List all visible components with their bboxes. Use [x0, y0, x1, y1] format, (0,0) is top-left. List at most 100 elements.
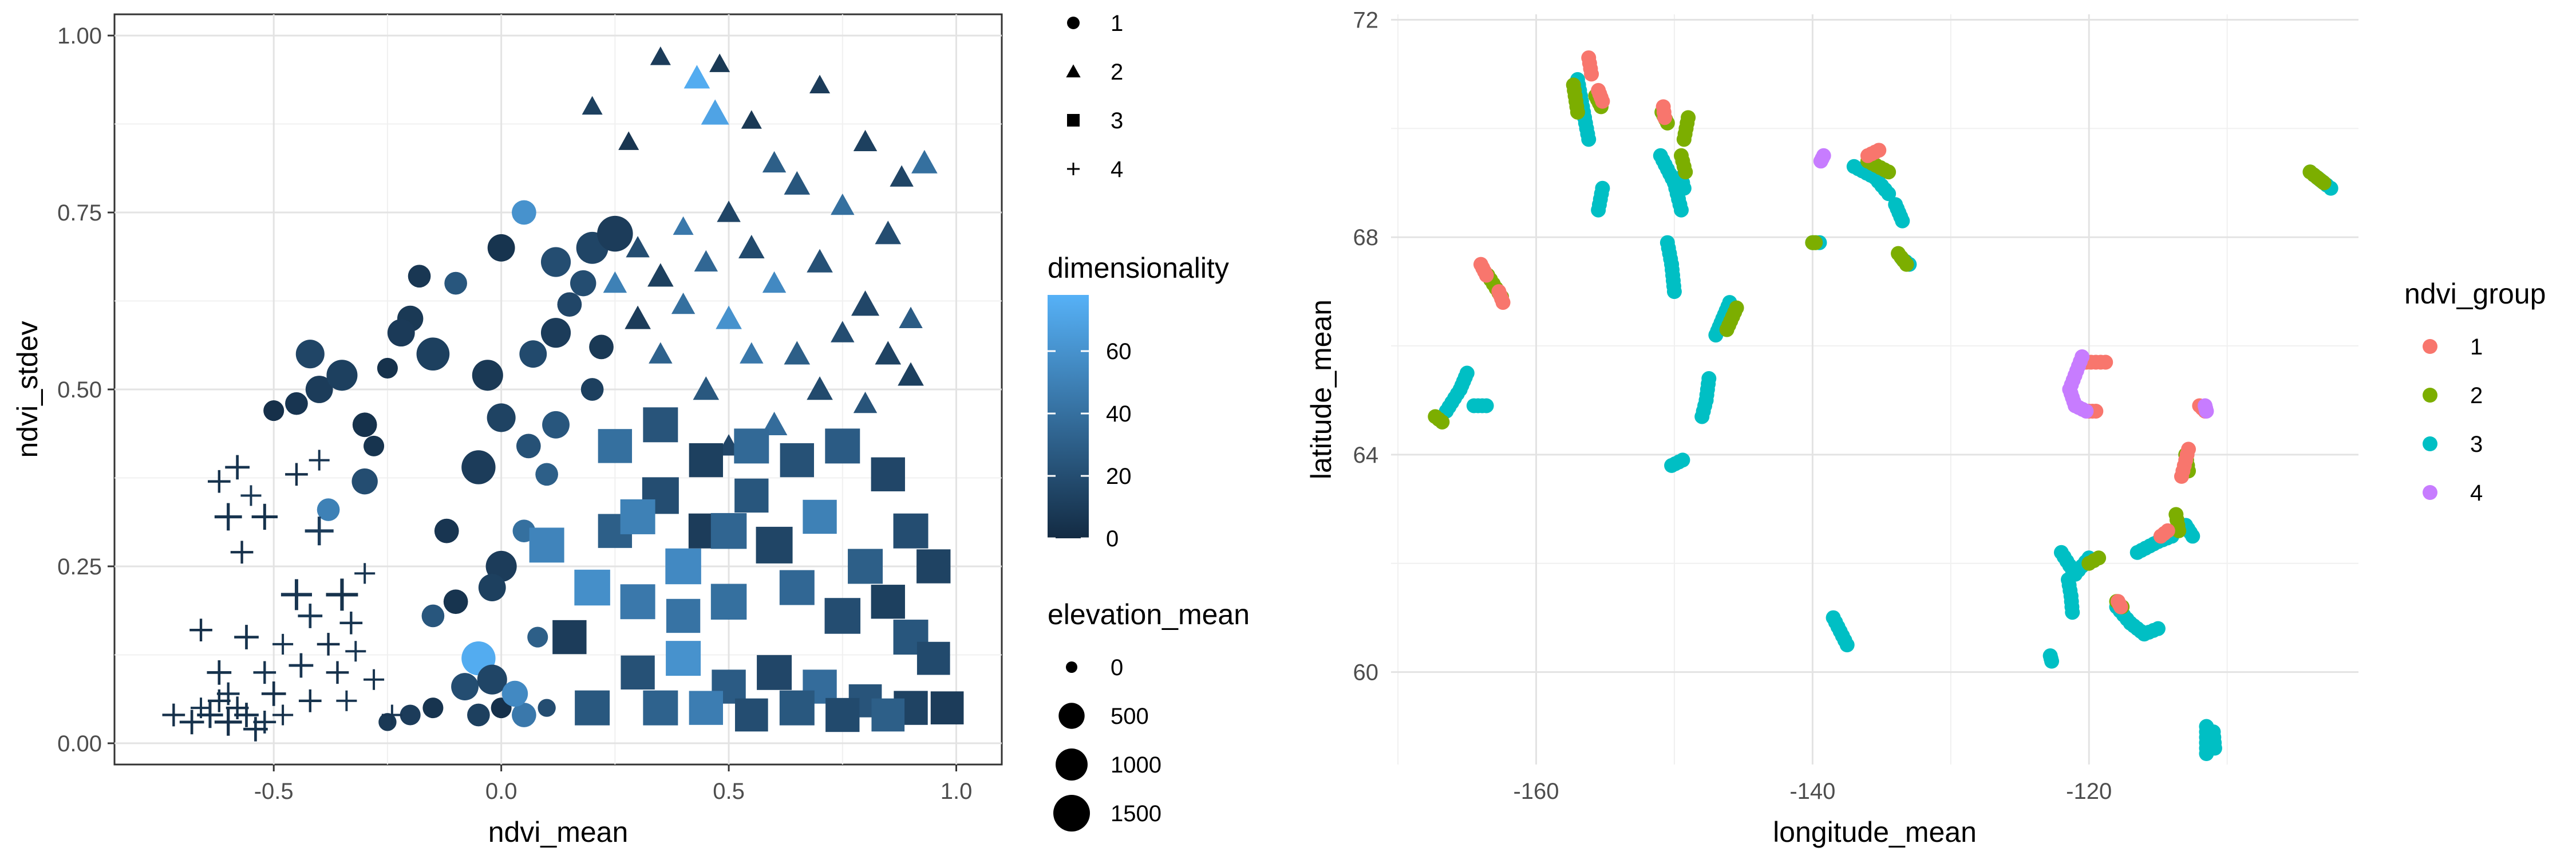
legend-shape-label-2: 2 [1111, 60, 1123, 85]
left-point-group-2 [740, 342, 764, 364]
left-point-group-4 [272, 704, 294, 726]
legend-shape-3 [1067, 114, 1080, 127]
right-point-group-1 [1584, 66, 1599, 82]
left-point-group-1 [542, 411, 570, 439]
left-x-tick-label: 0.0 [485, 779, 517, 804]
left-point-group-4 [326, 578, 358, 611]
left-point-group-2 [647, 263, 674, 287]
left-point-group-4 [179, 710, 204, 735]
size-legend-label-500: 500 [1111, 704, 1149, 729]
left-point-group-3 [643, 407, 678, 443]
left-axes: -0.5 0.0 0.5 1.0 0.00 0.25 0.50 0.75 1.00 [57, 23, 972, 804]
size-legend-title: elevation_mean [1048, 598, 1250, 631]
right-point-group-3 [1591, 202, 1606, 218]
left-point-group-3 [710, 513, 747, 549]
right-point-group-3 [2207, 740, 2222, 756]
right-point-group-3 [2150, 621, 2166, 636]
left-point-group-4 [243, 716, 268, 742]
left-point-group-2 [898, 362, 924, 386]
left-point-group-3 [529, 527, 564, 563]
left-point-group-4 [354, 563, 376, 584]
right-point-group-2 [2316, 175, 2332, 191]
right-x-tick-label: -120 [2066, 779, 2112, 804]
color-bar-tick-label: 0 [1106, 526, 1119, 551]
left-point-group-1 [487, 403, 516, 432]
right-legend-label-4: 4 [2470, 480, 2483, 506]
size-legend-circle-500 [1058, 703, 1085, 729]
left-point-group-1 [443, 589, 468, 614]
left-point-group-4 [190, 698, 212, 719]
left-point-group-3 [665, 548, 701, 585]
left-point-group-3 [916, 549, 951, 584]
legend-shape-4 [1067, 163, 1080, 175]
right-point-group-1 [1657, 110, 1673, 125]
right-point-group-1 [1495, 295, 1511, 310]
left-point-group-2 [853, 391, 878, 413]
color-bar-tick-label: 40 [1106, 401, 1132, 427]
left-x-axis-label: ndvi_mean [488, 816, 629, 848]
left-point-group-4 [336, 690, 357, 711]
left-point-group-2 [851, 290, 880, 316]
left-grid [114, 14, 1002, 765]
left-point-group-1 [416, 337, 450, 371]
left-point-group-3 [598, 429, 633, 463]
left-point-group-4 [289, 653, 314, 678]
left-point-group-3 [825, 698, 860, 732]
size-legend-circle-1500 [1053, 795, 1090, 832]
left-point-group-2 [899, 306, 923, 329]
right-y-tick-label: 72 [1353, 7, 1379, 33]
left-point-group-2 [911, 149, 938, 174]
left-point-group-1 [519, 340, 547, 368]
left-point-group-1 [557, 292, 582, 317]
right-point-group-3 [2065, 605, 2080, 620]
right-point-group-2 [1808, 235, 1823, 250]
right-y-axis-label: latitude_mean [1305, 300, 1337, 479]
right-legend-title: ndvi_group [2404, 278, 2546, 310]
left-point-group-3 [803, 499, 837, 534]
left-point-group-4 [214, 708, 242, 736]
left-point-group-4 [214, 503, 242, 531]
left-point-group-4 [317, 633, 340, 656]
right-point-group-1 [1871, 143, 1887, 158]
left-point-group-3 [621, 655, 655, 690]
left-point-group-1 [451, 673, 479, 700]
left-point-group-1 [597, 215, 633, 252]
left-point-group-1 [467, 703, 490, 727]
right-point-group-1 [2174, 468, 2189, 484]
left-point-group-1 [512, 200, 536, 225]
right-x-axis-label: longitude_mean [1773, 816, 1977, 848]
left-point-group-1 [326, 360, 358, 391]
right-point-group-2 [1719, 322, 1735, 337]
left-point-group-3 [574, 569, 610, 606]
left-point-group-3 [689, 443, 724, 478]
left-point-group-1 [540, 247, 571, 277]
left-point-group-3 [916, 641, 950, 675]
left-point-group-1 [444, 271, 467, 295]
left-point-group-1 [421, 604, 445, 628]
left-point-group-2 [784, 171, 811, 195]
left-point-group-3 [620, 499, 655, 534]
left-point-group-2 [807, 249, 833, 273]
left-point-group-3 [552, 620, 587, 655]
right-point-group-3 [2185, 529, 2200, 544]
size-legend-circle-1000 [1056, 748, 1088, 781]
right-point-group-2 [1676, 132, 1692, 147]
left-point-group-2 [875, 341, 902, 365]
left-point-group-1 [461, 450, 496, 484]
right-point-group-3 [1675, 452, 1690, 468]
legend-shape-label-4: 4 [1111, 157, 1123, 182]
left-point-group-2 [683, 65, 710, 89]
size-legend-label-1500: 1500 [1111, 801, 1161, 826]
left-point-group-2 [807, 376, 833, 400]
left-point-group-3 [689, 691, 724, 725]
left-point-group-4 [309, 450, 330, 471]
legend-shape-label-1: 1 [1111, 11, 1123, 36]
left-point-group-4 [298, 689, 322, 712]
left-point-group-4 [226, 696, 249, 719]
legend-shape-label-3: 3 [1111, 108, 1123, 133]
right-legend: ndvi_group 1 2 3 4 [2404, 278, 2546, 506]
left-point-group-4 [189, 618, 212, 642]
left-point-group-2 [625, 305, 651, 329]
left-points [162, 46, 964, 742]
